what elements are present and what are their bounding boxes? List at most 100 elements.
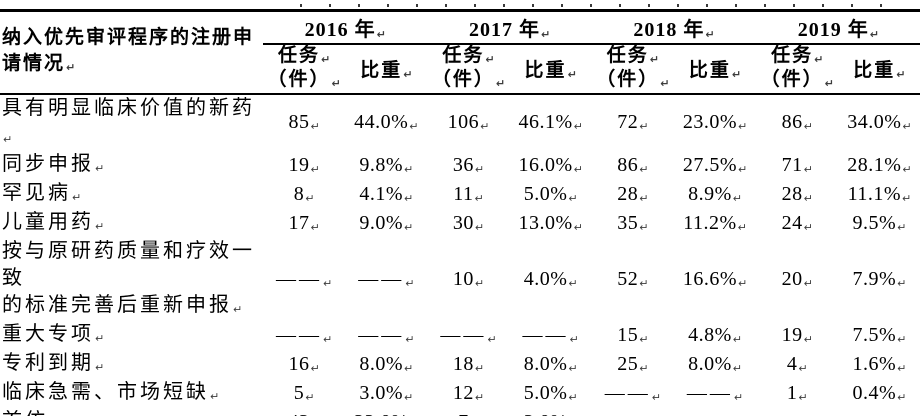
cell-value: 23.0%↵	[682, 111, 748, 133]
year-2018-header: 2018 年↵	[591, 10, 756, 45]
cell-value: 71↵	[781, 153, 813, 176]
cell-value: 7.9%↵	[852, 267, 907, 290]
cell-value: 25↵	[617, 352, 649, 375]
paragraph-mark-icon: ↵	[705, 27, 715, 41]
paragraph-mark-icon: ↵	[897, 276, 907, 290]
paragraph-mark-icon: ↵	[896, 68, 906, 81]
paragraph-mark-icon: ↵	[568, 390, 578, 404]
paragraph-mark-icon: ↵	[95, 360, 105, 374]
paragraph-mark-icon: ↵	[474, 220, 485, 234]
clipped-caption-fragments	[0, 0, 920, 9]
paragraph-mark-icon: ↵	[902, 162, 912, 176]
paragraph-mark-icon: ↵	[733, 390, 744, 404]
paragraph-mark-icon: ↵	[404, 220, 414, 234]
cell-value: 1↵	[786, 381, 808, 404]
cell-value: 46.1%↵	[518, 111, 583, 133]
paragraph-mark-icon: ↵	[731, 68, 742, 81]
cell-value: 11↵	[453, 182, 484, 205]
paragraph-mark-icon: ↵	[474, 361, 485, 375]
row-label: 具有明显临床价值的新药↵	[2, 96, 255, 146]
paragraph-mark-icon: ↵	[737, 220, 747, 234]
cell-value: 24↵	[781, 211, 813, 234]
paragraph-mark-icon: ↵	[474, 390, 485, 404]
cell-value: ——↵	[276, 323, 333, 346]
paragraph-mark-icon: ↵	[737, 162, 748, 176]
cell-value: 9.5%↵	[852, 211, 907, 234]
cell-value: ——↵	[522, 323, 579, 346]
row-label: 重大专项↵	[2, 322, 105, 345]
tasks-header: 任务↵ （件）↵	[262, 43, 345, 95]
paragraph-mark-icon: ↵	[803, 120, 813, 133]
paragraph-mark-icon: ↵	[897, 361, 907, 375]
table-row: 儿童用药↵ 17↵ 9.0%↵ 30↵ 13.0%↵ 35↵ 11.2%↵ 24↵ 9.5%↵	[0, 209, 920, 238]
cell-value: 13.0%↵	[518, 211, 583, 234]
paragraph-mark-icon: ↵	[487, 332, 497, 346]
cell-value: 8.0%↵	[688, 352, 742, 375]
paragraph-mark-icon: ↵	[305, 191, 315, 205]
paragraph-mark-icon: ↵	[480, 120, 490, 133]
paragraph-mark-icon: ↵	[3, 132, 13, 146]
paragraph-mark-icon: ↵	[409, 120, 419, 133]
paragraph-mark-icon: ↵	[495, 76, 506, 90]
cell-value: ——↵	[358, 323, 415, 346]
row-header-label: 纳入优先审评程序的注册申请情况	[2, 27, 255, 75]
paragraph-mark-icon: ↵	[568, 191, 578, 205]
table-row: 重大专项↵ ——↵ ——↵ ——↵ ——↵ 15↵ 4.8%↵ 19↵ 7.5%↵	[0, 321, 920, 350]
paragraph-mark-icon: ↵	[404, 162, 414, 176]
paragraph-mark-icon: ↵	[474, 191, 484, 205]
cell-value: 17↵	[288, 211, 320, 234]
cell-value: 16↵	[288, 352, 320, 375]
priority-review-table: 纳入优先审评程序的注册申请情况↵ 2016 年↵ 2017 年↵ 2018 年↵…	[0, 9, 920, 416]
cell-value: 86↵	[781, 111, 813, 133]
cell-value: 34.0%↵	[847, 111, 912, 133]
cell-value: 5.0%↵	[523, 182, 578, 205]
cell-value: 8.0%↵	[359, 352, 414, 375]
paragraph-mark-icon: ↵	[803, 191, 813, 205]
paragraph-mark-icon: ↵	[95, 331, 105, 345]
cell-value: 5↵	[293, 381, 315, 404]
cell-value: 28.1%↵	[847, 153, 912, 176]
cell-value: 16.6%↵	[682, 267, 748, 290]
paragraph-mark-icon: ↵	[798, 361, 808, 375]
year-header-row: 纳入优先审评程序的注册申请情况↵ 2016 年↵ 2017 年↵ 2018 年↵…	[0, 10, 920, 95]
cell-value: ——↵	[591, 408, 673, 416]
paragraph-mark-icon: ↵	[95, 219, 105, 233]
cell-value: 12↵	[452, 381, 485, 404]
paragraph-mark-icon: ↵	[814, 52, 824, 66]
paragraph-mark-icon: ↵	[310, 220, 320, 234]
cell-value: 19↵	[288, 153, 320, 176]
cell-value: 10↵	[452, 267, 485, 290]
table-row: 同步申报↵ 19↵ 9.8%↵ 36↵ 16.0%↵ 86↵ 27.5%↵ 71↵ 28.1%↵	[0, 151, 920, 180]
table-row: 临床急需、市场短缺↵ 5↵ 3.0%↵ 12↵ 5.0%↵ ——↵ ——↵ 1↵ 0.4%↵	[0, 379, 920, 408]
paragraph-mark-icon: ↵	[66, 61, 76, 75]
cell-value: 44.0%↵	[354, 111, 419, 133]
cell-value: 72↵	[617, 111, 649, 133]
paragraph-mark-icon: ↵	[732, 191, 742, 205]
cell-value: 4↵	[786, 352, 808, 375]
paragraph-mark-icon: ↵	[331, 76, 341, 90]
tasks-header: 任务↵ （件）↵	[591, 43, 674, 95]
cell-value: 28↵	[781, 182, 813, 205]
paragraph-mark-icon: ↵	[305, 390, 315, 404]
table-body: 具有明显临床价值的新药↵ 85↵ 44.0%↵ 106↵ 46.1%↵ 72↵ 23.0%↵…	[0, 94, 920, 416]
table-row: 具有明显临床价值的新药↵ 85↵ 44.0%↵ 106↵ 46.1%↵ 72↵ 23.0%↵…	[0, 94, 920, 151]
tasks-header: 任务↵ （件）↵	[755, 43, 838, 95]
paragraph-mark-icon: ↵	[660, 76, 670, 90]
paragraph-mark-icon: ↵	[404, 361, 414, 375]
cell-value: 9.8%↵	[359, 153, 414, 176]
cell-value: 4.0%↵	[523, 267, 578, 290]
year-2016-header: 2016 年↵	[262, 10, 427, 45]
row-label: 首仿↵	[0, 408, 263, 416]
row-label: 儿童用药↵	[2, 210, 105, 233]
cell-value: 19↵	[781, 323, 813, 346]
cell-value: 11.2%↵	[683, 211, 747, 234]
cell-value: ——↵	[276, 267, 333, 290]
cell-value: 4.1%↵	[359, 182, 414, 205]
row-label: 专利到期↵	[2, 351, 105, 374]
row-header-cell: 纳入优先审评程序的注册申请情况↵	[0, 10, 263, 95]
cell-value: ——↵	[440, 323, 497, 346]
cell-value: 8↵	[293, 182, 315, 205]
cell-value: 7↵	[427, 408, 509, 416]
cell-value: 16.0%↵	[518, 153, 583, 176]
